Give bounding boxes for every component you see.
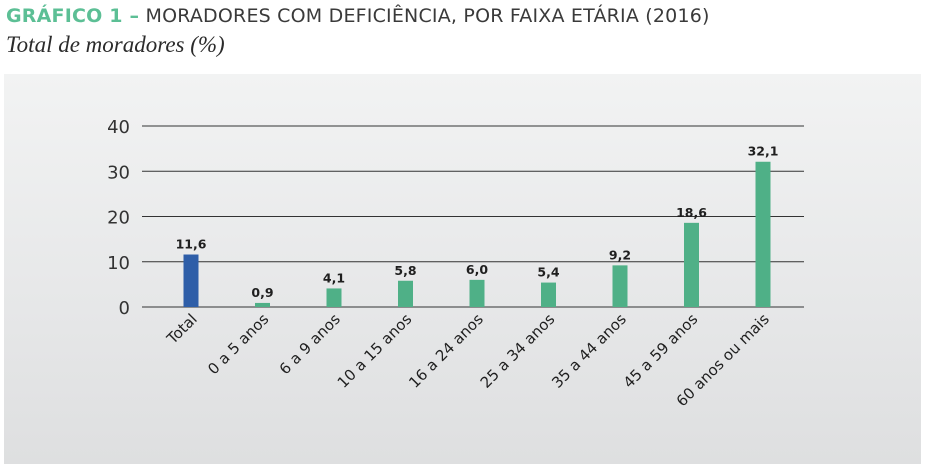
- data-label: 18,6: [676, 205, 707, 220]
- bar: [684, 222, 699, 307]
- data-label: 5,4: [537, 265, 559, 280]
- data-label: 6,0: [466, 262, 488, 277]
- x-tick-label: 45 a 59 anos: [620, 310, 702, 392]
- x-tick-label: 10 a 15 anos: [334, 310, 416, 392]
- bar: [398, 280, 413, 307]
- x-tick-label: 16 a 24 anos: [405, 310, 487, 392]
- data-label: 0,9: [251, 285, 273, 300]
- data-label: 11,6: [176, 237, 207, 252]
- bar: [183, 254, 199, 307]
- chart-title: GRÁFICO 1 – MORADORES COM DEFICIÊNCIA, P…: [6, 5, 710, 27]
- chart-panel: 0 10 20 30 40 11,6 Total 0,9 0 a 5 anos 4,1 6 a 9 …: [4, 74, 921, 464]
- bar-chart: 0 10 20 30 40 11,6 Total 0,9 0 a 5 anos 4,1 6 a 9 …: [107, 117, 804, 410]
- y-tick-label: 20: [107, 208, 130, 229]
- chart-title-text: MORADORES COM DEFICIÊNCIA, POR FAIXA ETÁ…: [145, 5, 710, 27]
- bar: [326, 288, 342, 307]
- chart-subtitle: Total de moradores (%): [6, 32, 225, 57]
- data-label: 9,2: [609, 247, 631, 262]
- bar: [255, 302, 270, 307]
- bar: [755, 161, 771, 307]
- bar: [469, 279, 485, 307]
- x-tick-label: 6 a 9 anos: [276, 310, 344, 378]
- x-tick-label: 0 a 5 anos: [204, 310, 272, 378]
- bar: [612, 265, 628, 307]
- x-tick-label: 35 a 44 anos: [548, 310, 630, 392]
- data-label: 4,1: [323, 270, 345, 285]
- bar: [541, 282, 556, 307]
- y-tick-label: 40: [107, 117, 130, 138]
- x-tick-label: 25 a 34 anos: [477, 310, 559, 392]
- x-tick-label: Total: [163, 310, 201, 348]
- y-tick-label: 10: [107, 253, 130, 274]
- data-label: 32,1: [748, 144, 779, 159]
- chart-title-prefix: GRÁFICO 1 –: [6, 5, 140, 27]
- data-label: 5,8: [394, 263, 416, 278]
- y-tick-label: 0: [119, 298, 130, 319]
- y-tick-label: 30: [107, 162, 130, 183]
